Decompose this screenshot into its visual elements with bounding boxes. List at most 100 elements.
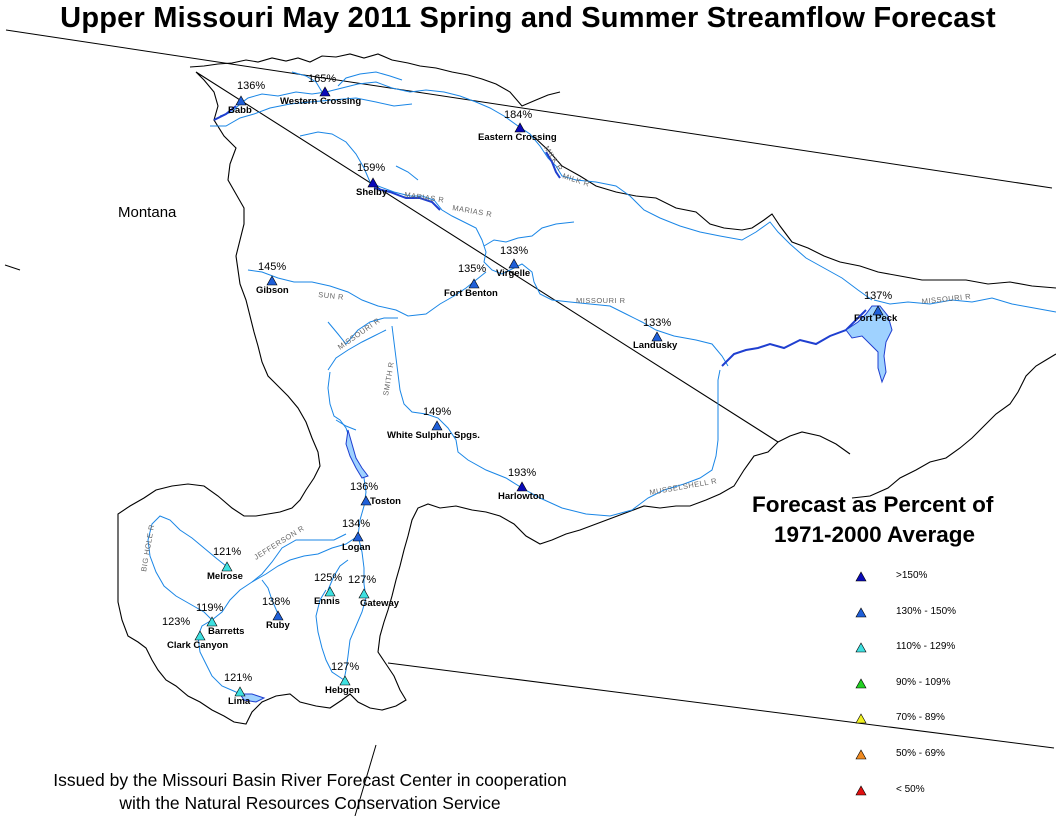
station-marker-icon bbox=[508, 258, 520, 269]
legend-triangle-icon bbox=[855, 607, 867, 618]
legend-triangle-icon bbox=[855, 678, 867, 689]
station-name: Toston bbox=[370, 496, 401, 507]
station-clark-canyon: 123% Clark Canyon bbox=[162, 616, 228, 651]
legend-label: 70% - 89% bbox=[896, 712, 945, 723]
station-percent: 134% bbox=[342, 518, 370, 530]
issued-by-note: Issued by the Missouri Basin River Forec… bbox=[0, 769, 620, 815]
station-shelby: 159% Shelby bbox=[356, 162, 388, 198]
station-hebgen: 127% Hebgen bbox=[325, 661, 360, 696]
station-marker-icon bbox=[358, 588, 370, 599]
station-percent: 125% bbox=[314, 572, 342, 584]
legend-triangle-icon bbox=[855, 642, 867, 653]
station-harlowton: 193% Harlowton bbox=[498, 467, 545, 502]
station-percent: 149% bbox=[423, 406, 451, 418]
station-marker-icon bbox=[272, 610, 284, 621]
legend-title-line2: 1971-2000 Average bbox=[774, 522, 975, 547]
station-marker-icon bbox=[235, 95, 247, 106]
station-percent: 121% bbox=[213, 546, 241, 558]
station-name: Lima bbox=[228, 696, 251, 707]
stations-layer: 136% Babb 165% Western Crossing 184% Eastern … bbox=[162, 73, 898, 707]
station-percent: 184% bbox=[504, 109, 532, 121]
station-marker-icon bbox=[234, 686, 246, 697]
station-name: Eastern Crossing bbox=[478, 132, 557, 143]
station-marker-icon bbox=[431, 420, 443, 431]
station-name: Hebgen bbox=[325, 685, 360, 696]
station-name: Babb bbox=[228, 105, 252, 116]
station-percent: 119% bbox=[196, 602, 224, 614]
legend-label: < 50% bbox=[896, 784, 925, 795]
station-percent: 133% bbox=[643, 317, 671, 329]
station-percent: 137% bbox=[864, 290, 892, 302]
station-name: Ennis bbox=[314, 596, 340, 607]
river-label: MISSOURI R bbox=[576, 296, 626, 305]
station-marker-icon bbox=[352, 531, 364, 542]
station-marker-icon bbox=[514, 122, 526, 133]
station-babb: 136% Babb bbox=[228, 80, 265, 116]
station-name: Western Crossing bbox=[280, 96, 361, 107]
station-name: Fort Peck bbox=[854, 313, 898, 324]
station-marker-icon bbox=[339, 675, 351, 686]
station-name: Shelby bbox=[356, 187, 388, 198]
legend-title-line1: Forecast as Percent of bbox=[752, 492, 994, 517]
station-percent: 193% bbox=[508, 467, 536, 479]
station-percent: 136% bbox=[237, 80, 265, 92]
station-percent: 165% bbox=[308, 73, 336, 85]
legend-triangle-icon bbox=[855, 571, 867, 582]
station-marker-icon bbox=[367, 177, 379, 188]
station-melrose: 121% Melrose bbox=[207, 546, 243, 582]
station-gateway: 127% Gateway bbox=[348, 574, 400, 609]
station-western-crossing: 165% Western Crossing bbox=[280, 73, 361, 107]
station-ennis: 125% Ennis bbox=[314, 572, 342, 607]
station-marker-icon bbox=[360, 495, 372, 506]
state-borders bbox=[4, 29, 1055, 816]
river-label: MUSSELSHELL R bbox=[649, 476, 718, 497]
station-percent: 159% bbox=[357, 162, 385, 174]
river-label: SUN R bbox=[318, 290, 345, 302]
station-percent: 127% bbox=[331, 661, 359, 673]
station-marker-icon bbox=[319, 86, 331, 97]
reservoirs bbox=[239, 305, 893, 703]
state-label: Montana bbox=[118, 204, 177, 221]
station-name: Melrose bbox=[207, 571, 243, 582]
station-percent: 135% bbox=[458, 263, 486, 275]
station-percent: 138% bbox=[262, 596, 290, 608]
station-name: White Sulphur Spgs. bbox=[387, 430, 480, 441]
legend-label: >150% bbox=[896, 570, 928, 581]
map-title: Upper Missouri May 2011 Spring and Summe… bbox=[60, 2, 996, 34]
station-barretts: 119% Barretts bbox=[196, 602, 244, 637]
basin-boundary bbox=[117, 53, 1056, 725]
station-name: Logan bbox=[342, 542, 371, 553]
station-percent: 123% bbox=[162, 616, 190, 628]
station-virgelle: 133% Virgelle bbox=[496, 245, 530, 279]
river-label: MARIAS R bbox=[404, 190, 445, 205]
legend-triangle-icon bbox=[855, 749, 867, 760]
station-name: Gateway bbox=[360, 598, 400, 609]
issued-line1: Issued by the Missouri Basin River Forec… bbox=[53, 770, 567, 790]
station-name: Virgelle bbox=[496, 268, 530, 279]
major-channels bbox=[213, 105, 867, 367]
station-marker-icon bbox=[872, 305, 884, 316]
station-name: Ruby bbox=[266, 620, 290, 631]
station-marker-icon bbox=[324, 586, 336, 597]
station-marker-icon bbox=[194, 630, 206, 641]
station-name: Clark Canyon bbox=[167, 640, 228, 651]
station-fort-benton: 135% Fort Benton bbox=[444, 263, 498, 299]
river-label: SMITH R bbox=[381, 361, 396, 396]
station-eastern-crossing: 184% Eastern Crossing bbox=[478, 109, 557, 143]
station-percent: 127% bbox=[348, 574, 376, 586]
station-marker-icon bbox=[266, 275, 278, 286]
legend-label: 110% - 129% bbox=[896, 641, 956, 652]
station-name: Barretts bbox=[208, 626, 244, 637]
legend-triangle-icon bbox=[855, 713, 867, 724]
station-gibson: 145% Gibson bbox=[256, 261, 289, 296]
station-marker-icon bbox=[468, 278, 480, 289]
station-white-sulphur-spgs: 149% White Sulphur Spgs. bbox=[387, 406, 480, 441]
station-marker-icon bbox=[516, 481, 528, 492]
river-label: JEFFERSON R bbox=[252, 524, 306, 562]
station-name: Gibson bbox=[256, 285, 289, 296]
station-marker-icon bbox=[206, 616, 218, 627]
station-fort-peck: 137% Fort Peck bbox=[854, 290, 898, 324]
station-marker-icon bbox=[221, 561, 233, 572]
river-label: MISSOURI R bbox=[336, 316, 382, 352]
